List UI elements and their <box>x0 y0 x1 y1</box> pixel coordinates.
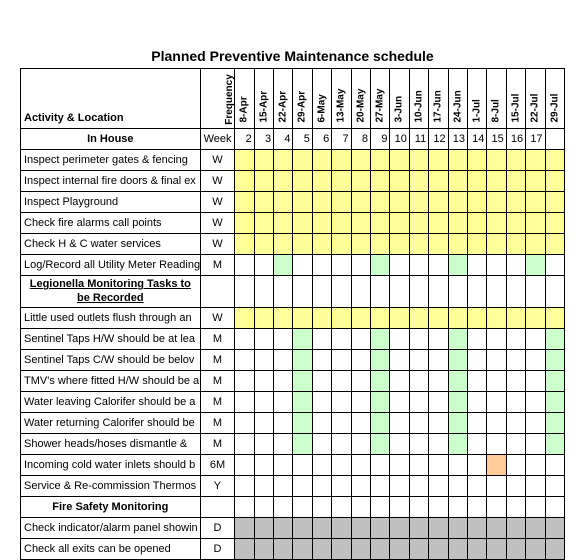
section-row: Legionella Monitoring Tasks to be Record… <box>21 276 565 308</box>
schedule-table: Activity & Location Frequency 8-Apr15-Ap… <box>20 68 565 560</box>
table-row: TMV's where fitted H/W should be aM <box>21 371 565 392</box>
date-header: 22-Jul <box>526 69 545 129</box>
table-row: Check fire alarms call pointsW <box>21 213 565 234</box>
date-header: 20-May <box>351 69 370 129</box>
date-header: 10-Jun <box>409 69 428 129</box>
table-row: Water returning Calorifer should beM <box>21 413 565 434</box>
date-header: 29-Jul <box>545 69 564 129</box>
date-header: 6-May <box>312 69 331 129</box>
date-header: 27-May <box>371 69 390 129</box>
section-row: Fire Safety Monitoring <box>21 497 565 518</box>
date-header: 17-Jun <box>429 69 448 129</box>
date-header: 29-Apr <box>293 69 312 129</box>
table-row: Sentinel Taps C/W should be belovM <box>21 350 565 371</box>
section-row: In HouseWeek234567891011121314151617 <box>21 129 565 150</box>
activity-header: Activity & Location <box>21 69 201 129</box>
date-header: 8-Apr <box>235 69 254 129</box>
table-row: Check all exits can be openedD <box>21 539 565 560</box>
table-row: Inspect perimeter gates & fencingW <box>21 150 565 171</box>
date-header: 15-Jul <box>506 69 525 129</box>
date-header: 3-Jun <box>390 69 409 129</box>
table-row: Shower heads/hoses dismantle &M <box>21 434 565 455</box>
date-header: 13-May <box>332 69 351 129</box>
table-row: Incoming cold water inlets should b6M <box>21 455 565 476</box>
date-header: 22-Apr <box>274 69 293 129</box>
table-row: Inspect PlaygroundW <box>21 192 565 213</box>
table-row: Log/Record all Utility Meter ReadingM <box>21 255 565 276</box>
table-row: Check indicator/alarm panel showinD <box>21 518 565 539</box>
table-row: Service & Re-commission ThermosY <box>21 476 565 497</box>
frequency-header: Frequency <box>200 69 235 129</box>
table-row: Inspect internal fire doors & final exW <box>21 171 565 192</box>
table-row: Sentinel Taps H/W should be at leaM <box>21 329 565 350</box>
table-row: Water leaving Calorifer should be aM <box>21 392 565 413</box>
date-header: 15-Apr <box>254 69 273 129</box>
date-header: 1-Jul <box>468 69 487 129</box>
table-row: Little used outlets flush through anW <box>21 308 565 329</box>
date-header: 24-Jun <box>448 69 467 129</box>
date-header: 8-Jul <box>487 69 506 129</box>
header-row: Activity & Location Frequency 8-Apr15-Ap… <box>21 69 565 129</box>
table-row: Check H & C water servicesW <box>21 234 565 255</box>
page-title: Planned Preventive Maintenance schedule <box>20 48 565 64</box>
